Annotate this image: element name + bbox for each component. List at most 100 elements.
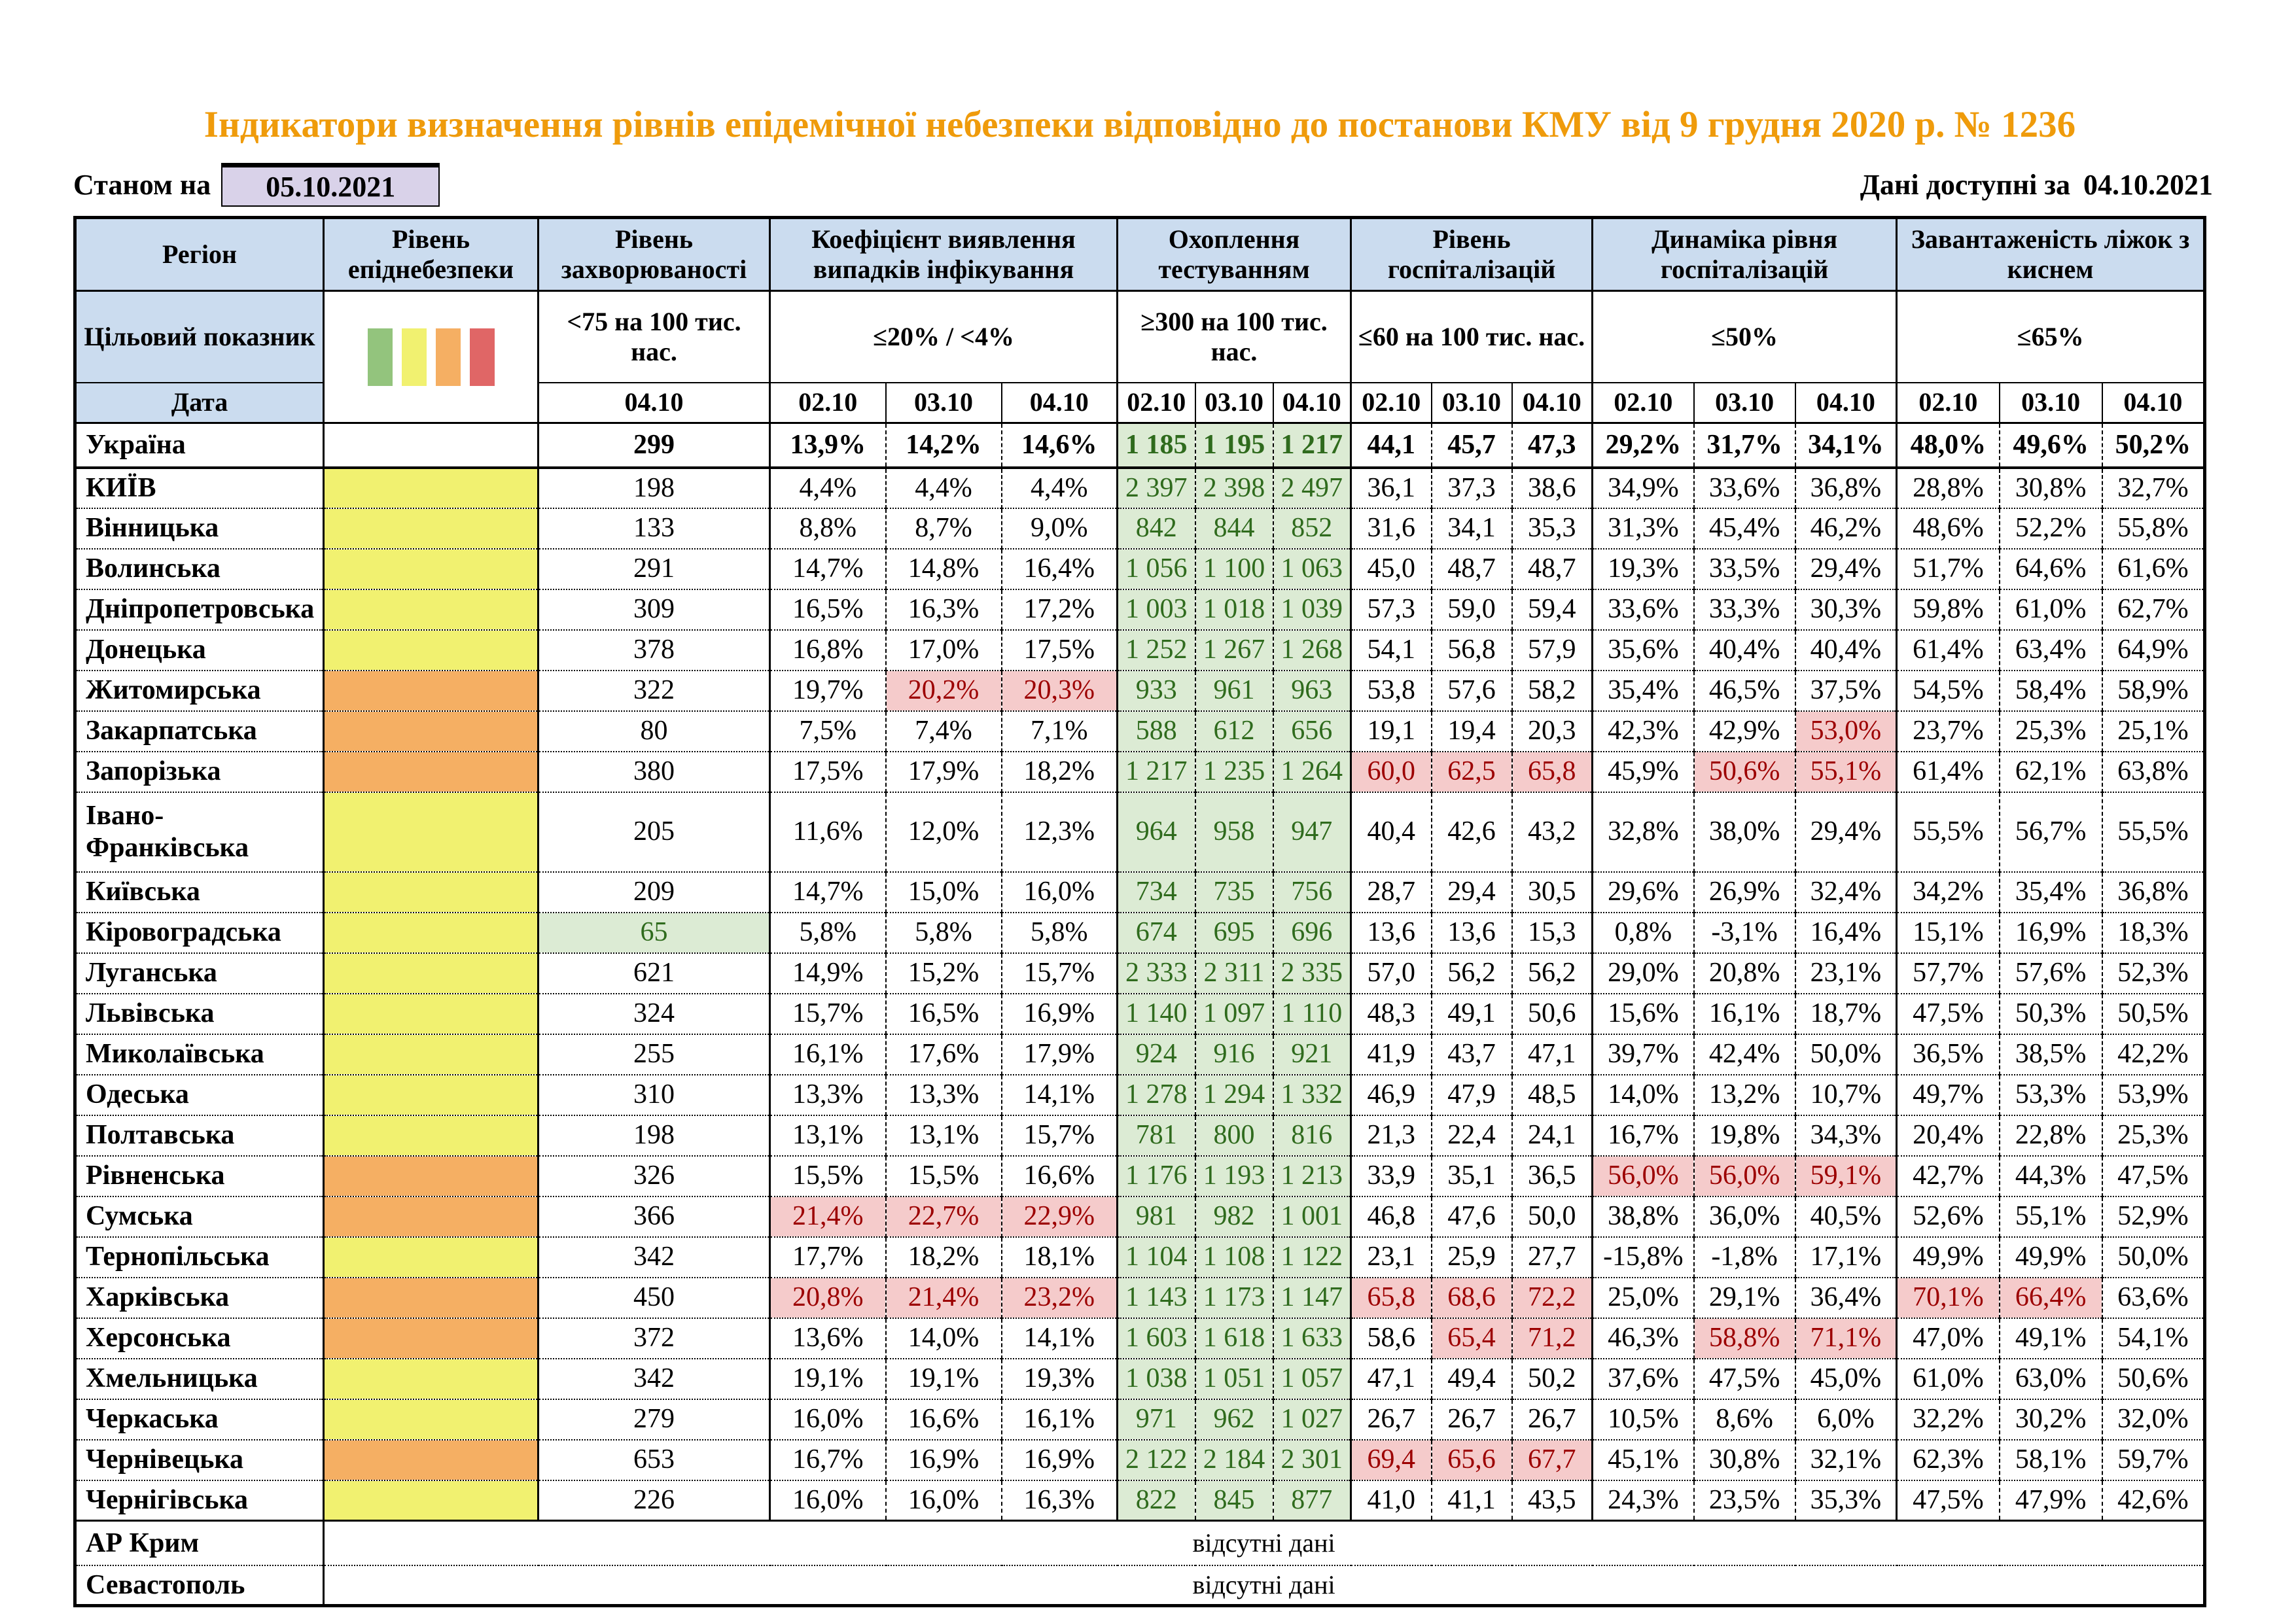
value-cell: 32,7% — [2101, 467, 2205, 508]
value-cell: 921 — [1272, 1034, 1351, 1075]
value-cell: 59,8% — [1896, 589, 2000, 630]
value-cell: 42,4% — [1693, 1034, 1795, 1075]
region-name: Черкаська — [75, 1399, 324, 1440]
value-cell: 42,3% — [1591, 710, 1694, 752]
value-cell: 1 173 — [1194, 1277, 1273, 1318]
date-cell: 03.10 — [1693, 382, 1795, 423]
table-row: Запорізька 380 17,5% 17,9% 18,2% 1 217 1 235 1 … — [75, 751, 2205, 792]
value-cell: 1 332 — [1272, 1074, 1351, 1115]
date-row-label: Дата — [75, 382, 324, 423]
value-cell: 1 038 — [1116, 1358, 1195, 1399]
value-cell: 17,9% — [885, 751, 1002, 792]
value-cell: 23,5% — [1693, 1480, 1795, 1521]
value-cell: 916 — [1194, 1034, 1273, 1075]
column-header-oxygen-beds: Завантаженість ліжок з киснем — [1896, 217, 2205, 291]
table-row: Чернівецька 653 16,7% 16,9% 16,9% 2 122 2 184 2… — [75, 1439, 2205, 1480]
value-cell: 53,9% — [2101, 1074, 2205, 1115]
value-cell: 41,9 — [1350, 1034, 1432, 1075]
value-cell: 8,7% — [885, 508, 1002, 549]
value-cell: 57,3 — [1350, 589, 1432, 630]
value-cell: 13,6 — [1350, 912, 1432, 953]
epidemic-level-cell — [323, 1155, 539, 1196]
value-cell: 65,8 — [1511, 751, 1593, 792]
date-cell: 03.10 — [1194, 382, 1273, 423]
value-cell: 26,7 — [1430, 1399, 1512, 1440]
epidemic-level-cell — [323, 467, 539, 508]
value-cell: 55,8% — [2101, 508, 2205, 549]
table-row: Черкаська 279 16,0% 16,6% 16,1% 971 962 1 027 26… — [75, 1399, 2205, 1440]
level-bar-yellow-icon — [401, 328, 427, 386]
date-cell: 04.10 — [1000, 382, 1118, 423]
value-cell: 4,4% — [885, 467, 1002, 508]
value-cell: 1 143 — [1116, 1277, 1195, 1318]
value-cell: 16,5% — [769, 589, 886, 630]
column-header-testing: Охоплення тестуванням — [1116, 217, 1351, 291]
value-cell: 1 110 — [1272, 993, 1351, 1034]
value-cell: 25,0% — [1591, 1277, 1694, 1318]
value-cell: 17,2% — [1000, 589, 1118, 630]
value-cell: 42,6% — [2101, 1480, 2205, 1521]
value-cell: 35,1 — [1430, 1155, 1512, 1196]
value-cell: 31,7% — [1693, 423, 1795, 468]
value-cell: 63,8% — [2101, 751, 2205, 792]
date-cell: 02.10 — [1116, 382, 1195, 423]
value-cell: 19,1 — [1350, 710, 1432, 752]
report-title: Індикатори визначення рівнів епідемічної… — [203, 104, 2076, 145]
epidemic-level-cell — [323, 1480, 539, 1521]
value-cell: 29,2% — [1591, 423, 1694, 468]
value-cell: 962 — [1194, 1399, 1273, 1440]
value-cell: 1 018 — [1194, 589, 1273, 630]
value-cell: 29,4% — [1794, 792, 1897, 872]
value-cell: 29,4 — [1430, 871, 1512, 913]
epidemic-level-cell — [323, 1277, 539, 1318]
region-name: АР Крим — [75, 1520, 324, 1565]
value-cell: 67,7 — [1511, 1439, 1593, 1480]
column-header-region: Регіон — [75, 217, 324, 291]
value-cell: 13,3% — [769, 1074, 886, 1115]
value-cell: 324 — [537, 993, 770, 1034]
table-row: Київська 209 14,7% 15,0% 16,0% 734 735 756 28,7 2… — [75, 871, 2205, 913]
value-cell: 50,5% — [2101, 993, 2205, 1034]
region-name: Запорізька — [75, 751, 324, 792]
value-cell: 15,3 — [1511, 912, 1593, 953]
value-cell: 2 184 — [1194, 1439, 1273, 1480]
value-cell: 1 100 — [1194, 548, 1273, 589]
region-name: Кіровоградська — [75, 912, 324, 953]
value-cell: 59,7% — [2101, 1439, 2205, 1480]
value-cell: 20,8% — [769, 1277, 886, 1318]
value-cell: 842 — [1116, 508, 1195, 549]
value-cell: 2 497 — [1272, 467, 1351, 508]
target-detection: ≤20% / <4% — [768, 290, 1118, 383]
epidemic-level-cell — [323, 912, 539, 953]
value-cell: 4,4% — [769, 467, 886, 508]
value-cell: 49,9% — [1998, 1236, 2102, 1278]
value-cell: 33,6% — [1693, 467, 1795, 508]
value-cell: 35,6% — [1591, 629, 1694, 671]
epidemic-level-cell — [323, 548, 539, 589]
value-cell: 982 — [1194, 1196, 1273, 1237]
value-cell: 46,8 — [1350, 1196, 1432, 1237]
value-cell: 62,7% — [2101, 589, 2205, 630]
date-cell: 04.10 — [2101, 382, 2205, 423]
value-cell: 1 268 — [1272, 629, 1351, 671]
value-cell: 52,3% — [2101, 952, 2205, 994]
value-cell: 29,4% — [1794, 548, 1897, 589]
value-cell: 1 217 — [1272, 423, 1351, 468]
region-name: Вінницька — [75, 508, 324, 549]
value-cell: 47,9 — [1430, 1074, 1512, 1115]
epidemic-level-cell — [323, 710, 539, 752]
value-cell: 35,4% — [1591, 670, 1694, 711]
region-name: Миколаївська — [75, 1034, 324, 1075]
value-cell: 1 176 — [1116, 1155, 1195, 1196]
table-row: Севастополь відсутні дані — [75, 1565, 2205, 1606]
table-row: Івано- Франківська 205 11,6% 12,0% 12,3% 964 9… — [75, 792, 2205, 872]
value-cell: 68,6 — [1430, 1277, 1512, 1318]
value-cell: 1 213 — [1272, 1155, 1351, 1196]
table-row: Миколаївська 255 16,1% 17,6% 17,9% 924 916 921 4… — [75, 1034, 2205, 1075]
value-cell: 1 294 — [1194, 1074, 1273, 1115]
value-cell: 50,0 — [1511, 1196, 1593, 1237]
value-cell: 2 333 — [1116, 952, 1195, 994]
value-cell: 35,4% — [1998, 871, 2102, 913]
epidemic-level-cell — [323, 871, 539, 913]
target-hospitalization: ≤60 на 100 тис. нас. — [1350, 290, 1593, 383]
